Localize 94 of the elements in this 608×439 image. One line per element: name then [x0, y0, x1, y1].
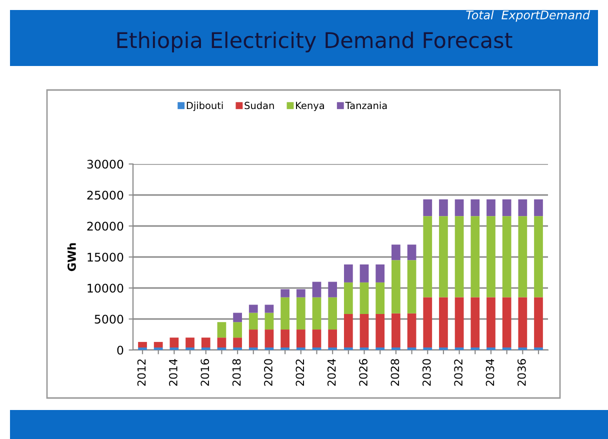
- x-tick-label: 2022: [296, 359, 304, 386]
- bar: [296, 297, 306, 330]
- bar: [233, 322, 242, 338]
- x-tick-label: 2024: [327, 358, 336, 386]
- bar: [296, 330, 306, 348]
- bar: [328, 297, 338, 330]
- bar: [344, 264, 353, 282]
- x-tick-label: 2030: [422, 359, 431, 386]
- x-tick-label: 2026: [359, 359, 368, 386]
- x-tick-label: 2014: [169, 358, 178, 386]
- bar: [439, 199, 448, 216]
- bar: [486, 297, 496, 348]
- bar: [439, 297, 448, 348]
- bar: [360, 282, 369, 314]
- bar: [376, 282, 385, 314]
- bar: [312, 330, 322, 348]
- bar: [186, 338, 194, 348]
- bar: [392, 244, 400, 260]
- bar: [248, 304, 258, 313]
- chart-title: Ethiopia Electricity Demand Forecast: [117, 32, 512, 52]
- bar: [376, 314, 385, 348]
- bar: [280, 330, 290, 348]
- bar: [376, 264, 385, 282]
- bar: [470, 216, 480, 298]
- bar: [280, 297, 290, 330]
- bar: [344, 314, 353, 348]
- y-tick-label: 25000: [87, 190, 124, 200]
- bar: [502, 297, 512, 348]
- y-axis-title: GWh: [67, 243, 76, 272]
- y-tick-label: 10000: [88, 284, 124, 293]
- bar: [470, 199, 480, 216]
- x-tick-label: 2028: [390, 359, 400, 386]
- bar: [534, 199, 543, 216]
- bar: [486, 216, 496, 298]
- bar: [248, 330, 258, 348]
- bar: [360, 314, 369, 348]
- y-tick-label: 0: [117, 346, 124, 355]
- bar: [486, 199, 496, 216]
- bar: [170, 338, 179, 348]
- bar: [454, 297, 464, 348]
- bar: [360, 264, 369, 282]
- bar: [264, 304, 274, 313]
- bar: [534, 216, 543, 298]
- y-tick-label: 15000: [88, 252, 124, 262]
- bar: [518, 216, 528, 298]
- bar: [423, 199, 432, 216]
- bar: [217, 322, 226, 338]
- bar: [407, 244, 416, 260]
- bar: [201, 338, 210, 348]
- bar: [248, 312, 258, 330]
- bar: [392, 260, 400, 314]
- bar: [407, 260, 416, 314]
- bar: [328, 282, 338, 298]
- bar: [439, 216, 448, 298]
- bar: [534, 297, 543, 348]
- bar: [502, 199, 512, 216]
- y-tick-label: 30000: [87, 160, 124, 169]
- bar: [392, 313, 400, 348]
- x-tick-label: 2034: [486, 358, 494, 386]
- bar: [470, 297, 480, 348]
- bar: [518, 297, 528, 348]
- bar: [296, 289, 306, 298]
- x-tick-label: 2020: [264, 359, 272, 386]
- x-tick-label: 2016: [200, 359, 210, 386]
- legend-label: Sudan: [244, 102, 274, 110]
- x-tick-label: 2036: [517, 359, 526, 386]
- bar: [518, 199, 528, 216]
- bar: [312, 297, 322, 330]
- bar: [154, 342, 163, 348]
- chart-subtitle: Total ExportDemand: [466, 10, 590, 22]
- bar: [502, 216, 512, 298]
- x-tick-label: 2032: [454, 359, 463, 386]
- x-tick-label: 2018: [232, 359, 241, 386]
- bar: [407, 313, 416, 348]
- bar: [264, 312, 274, 330]
- y-tick-label: 20000: [87, 222, 124, 231]
- bar: [217, 338, 226, 348]
- legend-label: Djibouti: [186, 102, 223, 112]
- legend-label: Tanzania: [345, 102, 387, 110]
- bar: [344, 282, 353, 314]
- legend-label: Kenya: [296, 102, 324, 112]
- bar: [423, 297, 432, 348]
- bar: [454, 199, 464, 216]
- bar: [233, 338, 242, 348]
- bar: [138, 342, 147, 348]
- bar: [454, 216, 464, 298]
- bar: [312, 282, 322, 298]
- bar: [280, 289, 290, 298]
- bar: [423, 216, 432, 298]
- x-tick-label: 2012: [137, 359, 146, 386]
- bar: [233, 312, 242, 322]
- y-tick-label: 5000: [94, 314, 124, 324]
- bar: [264, 330, 274, 348]
- bar: [328, 330, 338, 348]
